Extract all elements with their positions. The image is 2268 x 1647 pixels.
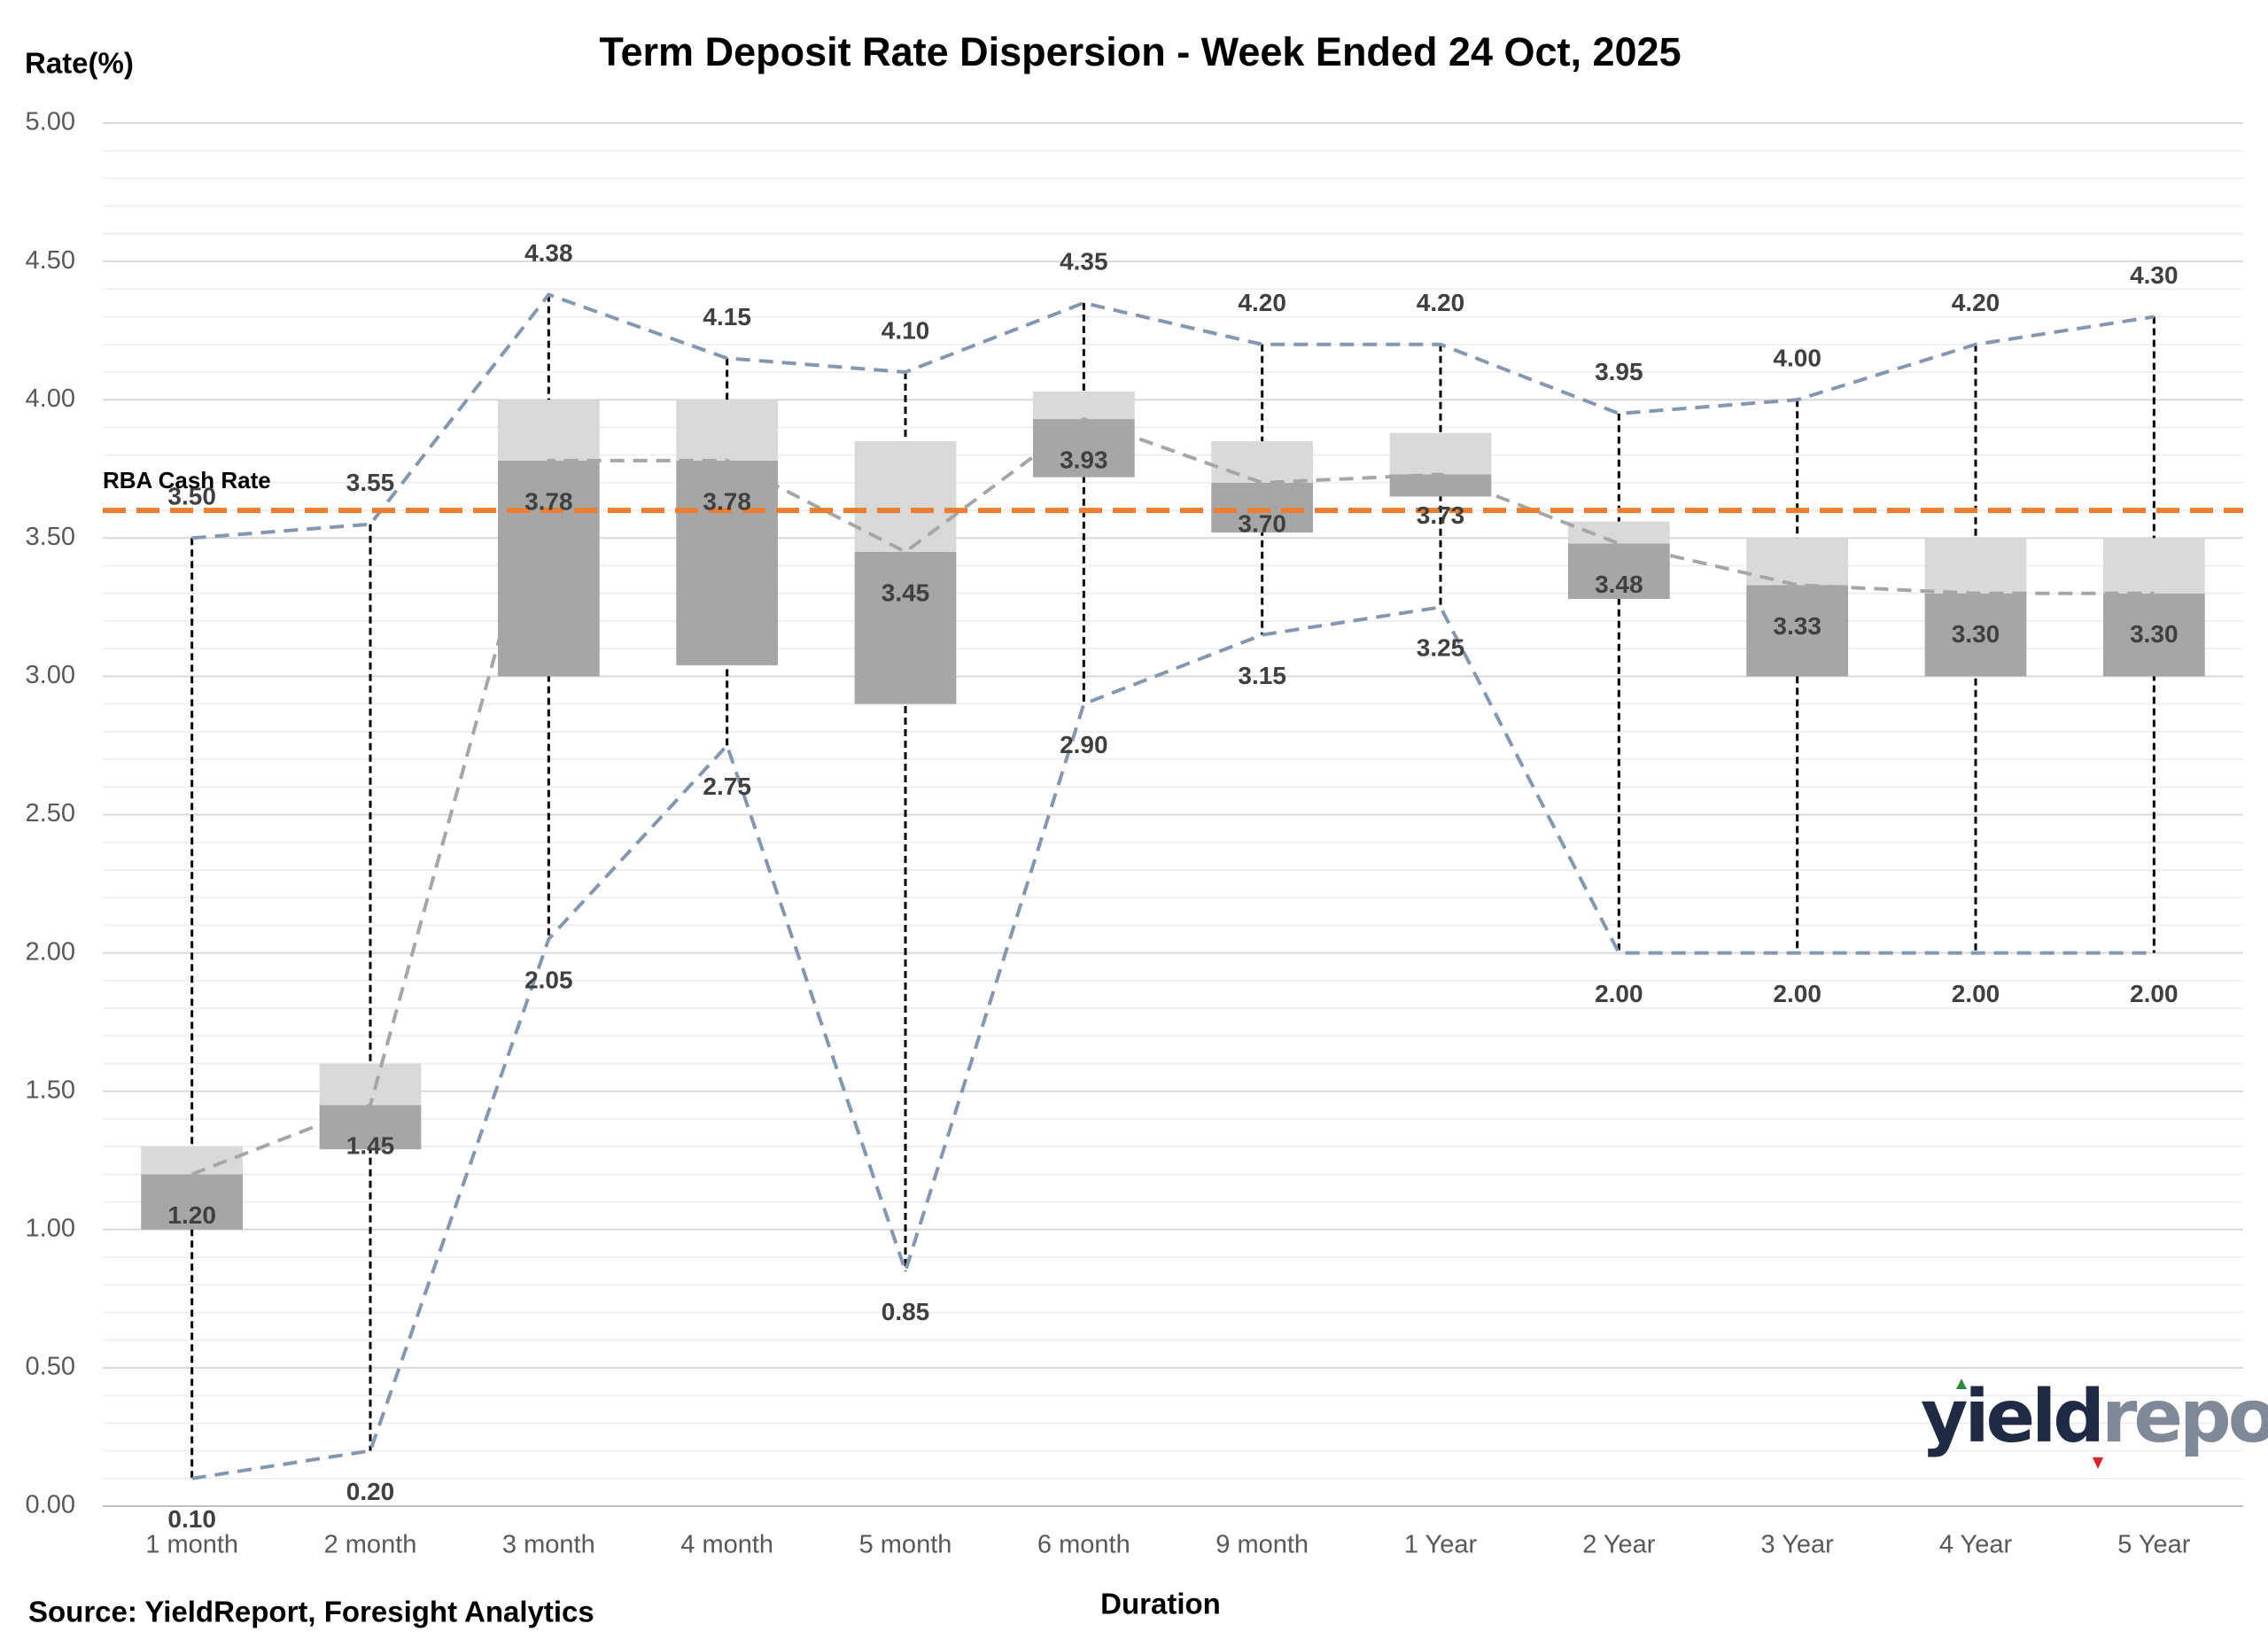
min-label: 2.90: [1060, 731, 1108, 758]
min-label: 2.05: [524, 966, 573, 993]
x-tick-label: 4 Year: [1939, 1531, 2013, 1559]
marks: [103, 292, 2243, 1480]
median-label: 3.30: [2130, 620, 2179, 648]
median-label: 3.93: [1060, 446, 1108, 473]
x-tick-label: 5 month: [859, 1531, 952, 1559]
box-upper: [141, 1146, 244, 1175]
x-tick-label: 3 month: [502, 1531, 595, 1559]
y-tick-label: 4.50: [26, 246, 75, 275]
x-tick-label: 9 month: [1216, 1531, 1309, 1559]
box-lower: [1389, 474, 1492, 497]
box-lower: [676, 460, 779, 665]
box-upper: [676, 400, 779, 461]
min-label: 2.00: [2130, 980, 2179, 1007]
y-axis-label: Rate(%): [25, 47, 134, 80]
box-upper: [1389, 432, 1492, 475]
logo-down-arrow: [2093, 1457, 2103, 1469]
median-label: 3.30: [1952, 620, 2000, 648]
box-lower: [1032, 419, 1135, 478]
y-tick-label: 1.50: [26, 1076, 75, 1104]
reference-label: RBA Cash Rate: [103, 467, 271, 493]
median-label: 3.78: [524, 487, 573, 515]
max-label: 4.38: [524, 239, 573, 267]
y-tick-label: 5.00: [26, 108, 75, 136]
max-label: 3.50: [167, 483, 216, 510]
max-label: 4.10: [882, 316, 930, 344]
y-tick-label: 2.00: [26, 937, 75, 966]
median-label: 3.70: [1238, 509, 1286, 537]
median-label: 3.78: [703, 487, 751, 515]
min-label: 2.00: [1595, 980, 1643, 1007]
box-lower: [141, 1174, 244, 1230]
box-lower: [854, 551, 957, 704]
logo: yieldreport: [1921, 1375, 2268, 1459]
box-upper: [1211, 441, 1314, 483]
y-tick-label: 4.00: [26, 385, 75, 413]
y-tick-label: 3.50: [26, 523, 75, 551]
y-tick-label: 0.00: [26, 1491, 75, 1519]
grid: [103, 122, 2243, 1507]
x-tick-label: 4 month: [680, 1531, 773, 1559]
max-label: 4.30: [2130, 261, 2179, 289]
logo-yield: yield: [1921, 1375, 2101, 1459]
box-lower: [1924, 593, 2027, 677]
min-label: 0.85: [882, 1298, 930, 1325]
box-upper: [2102, 538, 2205, 594]
median-label: 1.45: [346, 1132, 395, 1160]
max-line: [191, 292, 2155, 540]
box-upper: [319, 1063, 422, 1106]
max-label: 4.20: [1417, 289, 1465, 316]
labels: 0.00 0.50 1.00 1.50 2.00 2.50 3.00 3.50 4.00 4.50…: [26, 108, 2191, 1559]
max-label: 3.55: [346, 469, 395, 496]
median-label: 3.48: [1595, 571, 1643, 598]
min-label: 0.20: [346, 1478, 395, 1505]
x-tick-label: 1 month: [145, 1531, 238, 1559]
logo-up-arrow: [1956, 1379, 1967, 1389]
min-label: 3.25: [1417, 634, 1465, 662]
max-label: 4.20: [1952, 289, 2000, 316]
median-label: 3.33: [1773, 612, 1821, 640]
source: Source: YieldReport, Foresight Analytics: [28, 1596, 594, 1628]
median-label: 1.20: [167, 1201, 216, 1229]
chart-title: Term Deposit Rate Dispersion - Week Ende…: [599, 29, 1681, 74]
max-label: 4.00: [1773, 345, 1821, 372]
box-upper: [1032, 391, 1135, 420]
max-label: 4.15: [703, 303, 751, 330]
box-lower: [319, 1105, 422, 1150]
min-label: 2.75: [703, 773, 751, 800]
y-tick-label: 2.50: [26, 799, 75, 827]
box-lower: [497, 460, 600, 677]
min-label: 2.00: [1773, 980, 1821, 1007]
y-tick-label: 3.00: [26, 661, 75, 689]
median-label: 3.45: [882, 579, 930, 606]
box-lower: [1746, 585, 1849, 677]
y-tick-label: 1.00: [26, 1214, 75, 1242]
max-label: 4.35: [1060, 247, 1108, 275]
min-label: 0.10: [167, 1505, 216, 1533]
x-tick-label: 3 Year: [1761, 1531, 1835, 1559]
min-line: [191, 605, 2155, 1480]
box-upper: [497, 400, 600, 461]
min-label: 2.00: [1952, 980, 2000, 1007]
x-tick-label: 6 month: [1037, 1531, 1130, 1559]
x-axis-label: Duration: [1100, 1588, 1221, 1620]
median-line: [190, 416, 2155, 1177]
x-tick-label: 1 Year: [1404, 1531, 1478, 1559]
box-lower: [2102, 593, 2205, 677]
max-label: 3.95: [1595, 358, 1643, 385]
box-upper: [1567, 521, 1670, 544]
x-tick-label: 5 Year: [2117, 1531, 2191, 1559]
logo-report: report: [2101, 1375, 2268, 1459]
min-label: 3.15: [1238, 662, 1286, 689]
box-lower: [1211, 482, 1314, 533]
x-tick-label: 2 month: [324, 1531, 417, 1559]
box-upper: [1924, 538, 2027, 594]
y-tick-label: 0.50: [26, 1353, 75, 1381]
median-label: 3.73: [1417, 501, 1465, 529]
x-tick-label: 2 Year: [1582, 1531, 1656, 1559]
max-label: 4.20: [1238, 289, 1286, 316]
